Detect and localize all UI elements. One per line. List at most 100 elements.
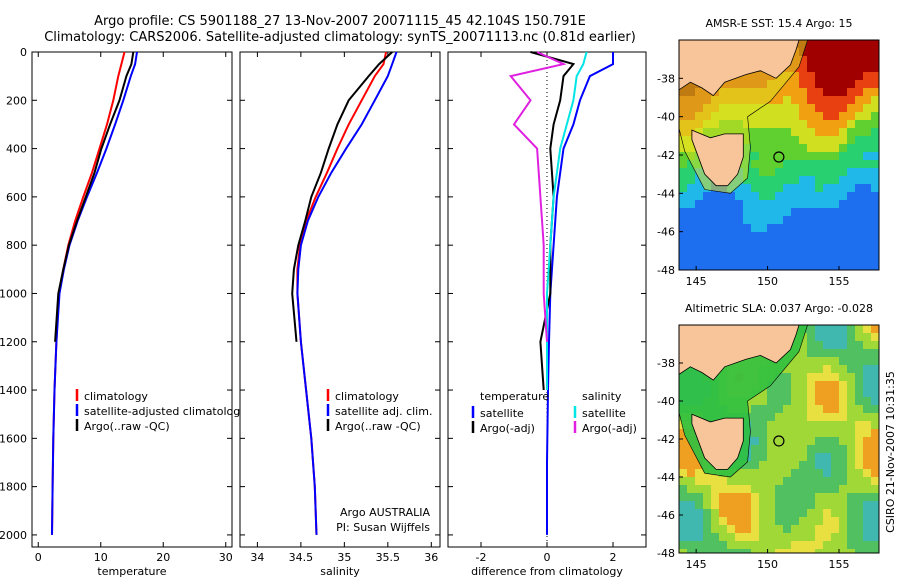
map-cell	[855, 381, 864, 390]
map-cell	[751, 248, 760, 257]
map-cell	[855, 525, 864, 534]
map-cell	[751, 184, 760, 193]
map-cell	[807, 192, 816, 201]
map-cell	[831, 429, 840, 438]
map-cell	[815, 549, 824, 553]
map-cell	[823, 160, 832, 169]
map-cell	[711, 208, 720, 217]
map-cell	[775, 224, 784, 233]
map-cell	[791, 104, 800, 113]
legend-label: Argo(..raw -QC)	[84, 420, 170, 433]
map-cell	[711, 517, 720, 526]
map-cell	[743, 224, 752, 233]
map-cell	[743, 200, 752, 209]
map-cell	[823, 88, 832, 97]
map-cell	[831, 256, 840, 265]
map-cell	[831, 88, 840, 97]
map-y-tick-label: -40	[657, 111, 675, 124]
map-cell	[767, 533, 776, 542]
map-cell	[823, 493, 832, 502]
map-cell	[759, 248, 768, 257]
map-cell	[743, 248, 752, 257]
map-cell	[751, 144, 760, 153]
map-cell	[871, 509, 879, 518]
map-cell	[815, 48, 824, 57]
map-y-tick-label: -44	[657, 187, 675, 200]
map-cell	[815, 413, 824, 422]
map-cell	[839, 413, 848, 422]
map-cell	[815, 80, 824, 89]
map-cell	[767, 453, 776, 462]
map-cell	[855, 517, 864, 526]
map-cell	[719, 256, 728, 265]
map-cell	[775, 381, 784, 390]
map-cell	[847, 104, 856, 113]
map-cell	[823, 509, 832, 518]
map-cell	[759, 200, 768, 209]
map-cell	[847, 64, 856, 73]
map-cell	[831, 40, 840, 49]
map-cell	[687, 216, 696, 225]
map-cell	[783, 501, 792, 510]
map-cell	[839, 152, 848, 161]
map-cell	[863, 80, 872, 89]
map-cell	[775, 208, 784, 217]
map-cell	[679, 152, 688, 161]
map-cell	[783, 232, 792, 241]
map-cell	[767, 437, 776, 446]
map-cell	[815, 485, 824, 494]
map-cell	[847, 192, 856, 201]
map-cell	[767, 136, 776, 145]
map-cell	[703, 509, 712, 518]
map-cell	[831, 517, 840, 526]
map-cell	[727, 509, 736, 518]
map-cell	[823, 240, 832, 249]
map-cell	[775, 160, 784, 169]
map-cell	[807, 325, 816, 334]
map-cell	[719, 533, 728, 542]
map-cell	[775, 168, 784, 177]
map-cell	[751, 485, 760, 494]
map-cell	[775, 144, 784, 153]
map-cell	[735, 517, 744, 526]
map-cell	[799, 160, 808, 169]
map-cell	[759, 264, 768, 270]
map-cell	[719, 224, 728, 233]
map-cell	[863, 493, 872, 502]
map-cell	[727, 541, 736, 550]
map-cell	[767, 240, 776, 249]
map-cell	[863, 176, 872, 185]
map-x-tick-label: 155	[829, 558, 850, 571]
map-cell	[799, 56, 808, 65]
map-cell	[775, 152, 784, 161]
map-cell	[807, 72, 816, 81]
map-cell	[807, 104, 816, 113]
map-cell	[767, 176, 776, 185]
map-cell	[823, 200, 832, 209]
map-cell	[871, 104, 879, 113]
map-cell	[855, 224, 864, 233]
map-cell	[847, 413, 856, 422]
map-cell	[855, 232, 864, 241]
map-cell	[719, 208, 728, 217]
map-cell	[831, 96, 840, 105]
map-cell	[695, 184, 704, 193]
map-cell	[751, 176, 760, 185]
map-cell	[847, 176, 856, 185]
map-cell	[855, 501, 864, 510]
map-cell	[871, 421, 879, 430]
map-cell	[679, 224, 688, 233]
map-cell	[839, 509, 848, 518]
map-cell	[735, 541, 744, 550]
map-cell	[727, 240, 736, 249]
map-cell	[855, 200, 864, 209]
map-cell	[759, 144, 768, 153]
map-cell	[687, 232, 696, 241]
map-cell	[863, 64, 872, 73]
map-cell	[751, 168, 760, 177]
map-cell	[855, 104, 864, 113]
profile-panels: 0 10 20 30temperature0200400600800100012001…	[0, 46, 647, 578]
map-cell	[815, 477, 824, 486]
map-cell	[783, 485, 792, 494]
map-cell	[871, 216, 879, 225]
